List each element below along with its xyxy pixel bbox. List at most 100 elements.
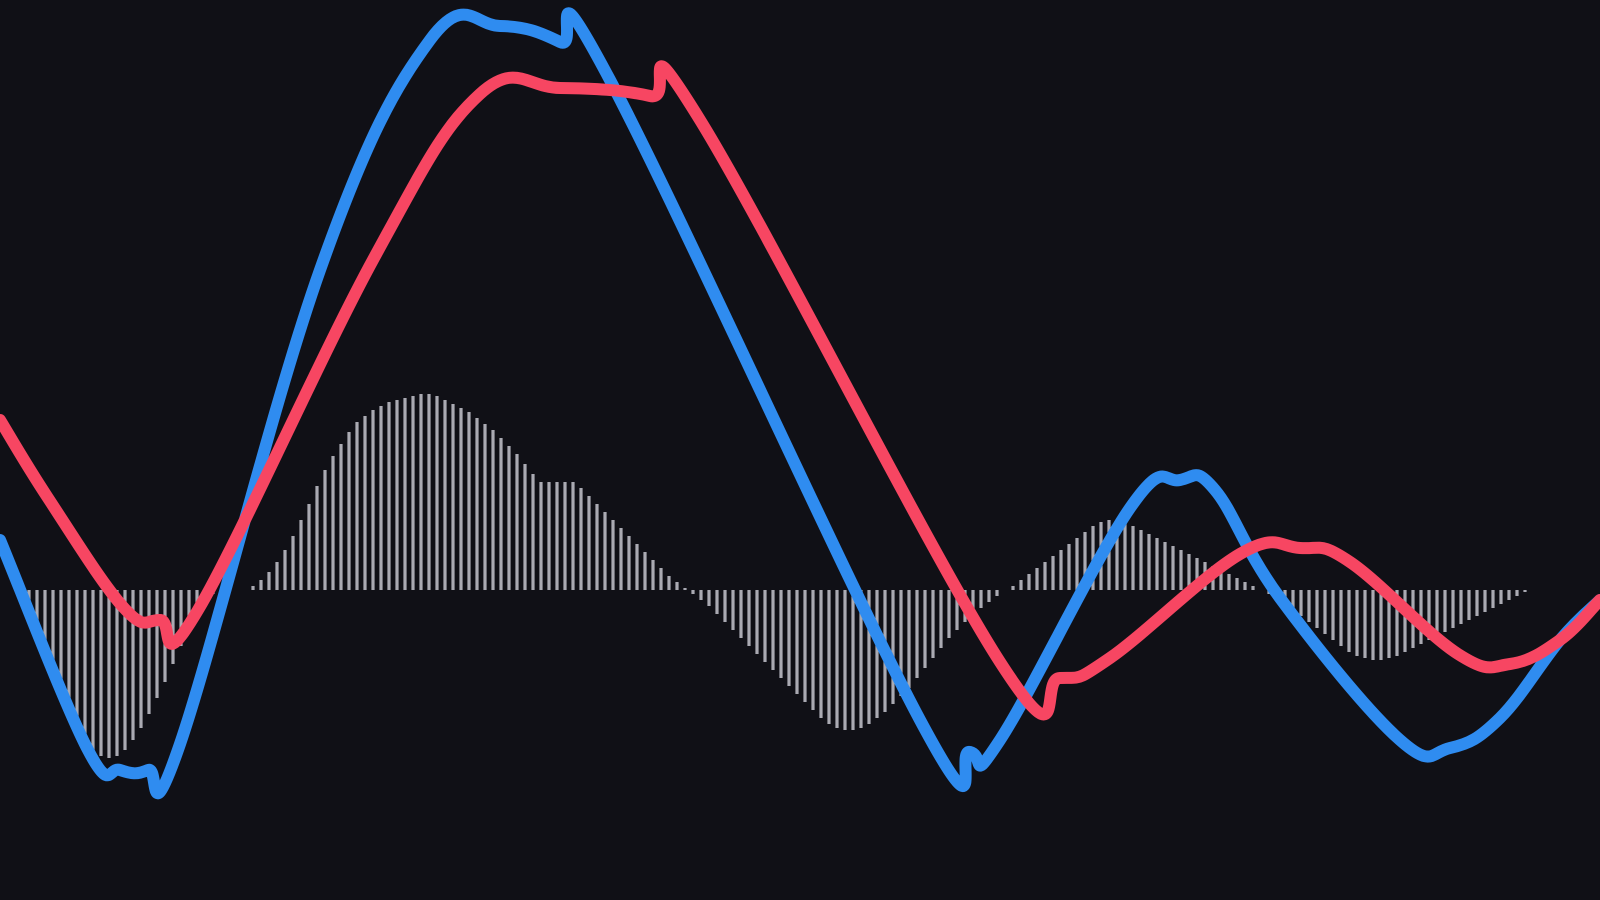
histogram-bar <box>1243 582 1246 590</box>
histogram-bar <box>1075 538 1078 590</box>
histogram-bar <box>1467 590 1470 620</box>
histogram-bar <box>683 588 686 590</box>
histogram-bar <box>843 590 846 730</box>
histogram-bar <box>1059 550 1062 590</box>
histogram-bar <box>827 590 830 724</box>
histogram-bar <box>1067 544 1070 590</box>
histogram-bar <box>411 396 414 590</box>
histogram-bar <box>723 590 726 622</box>
histogram-bar <box>1347 590 1350 652</box>
histogram-bar <box>1147 534 1150 590</box>
histogram-bar <box>1475 590 1478 616</box>
histogram-bar <box>1315 590 1318 628</box>
histogram-bar <box>379 406 382 590</box>
histogram-bar <box>475 418 478 590</box>
histogram-bar <box>779 590 782 678</box>
histogram-bar <box>707 590 710 606</box>
histogram-bar <box>731 590 734 630</box>
histogram-bar <box>907 590 910 688</box>
histogram-bar <box>987 590 990 602</box>
histogram-bar <box>1371 590 1374 660</box>
histogram-bar <box>699 590 702 600</box>
oscillator-chart <box>0 0 1600 900</box>
histogram-bar <box>1523 590 1526 592</box>
histogram-bar <box>611 520 614 590</box>
histogram-bar <box>395 400 398 590</box>
histogram-bar <box>291 536 294 590</box>
histogram-bar <box>1011 586 1014 590</box>
histogram-bar <box>603 512 606 590</box>
histogram-bar <box>419 394 422 590</box>
histogram-bar <box>1403 590 1406 652</box>
histogram-bar <box>1355 590 1358 656</box>
histogram-bar <box>587 496 590 590</box>
histogram-bar <box>1051 556 1054 590</box>
histogram-bar <box>835 590 838 728</box>
histogram-bar <box>107 590 110 758</box>
histogram-bar <box>795 590 798 694</box>
histogram-bar <box>259 580 262 590</box>
histogram-bar <box>595 504 598 590</box>
histogram-bar <box>467 412 470 590</box>
histogram-bar <box>851 590 854 730</box>
histogram-bar <box>643 552 646 590</box>
histogram-bar <box>315 486 318 590</box>
histogram-bar <box>1323 590 1326 634</box>
histogram-bar <box>1235 578 1238 590</box>
histogram-bar <box>515 454 518 590</box>
histogram-bar <box>1507 590 1510 600</box>
histogram-bar <box>771 590 774 670</box>
histogram-bar <box>659 568 662 590</box>
histogram-bar <box>267 572 270 590</box>
histogram-bar <box>275 562 278 590</box>
histogram-bar <box>571 482 574 590</box>
histogram-bar <box>83 590 86 744</box>
histogram-bar <box>507 446 510 590</box>
histogram-bar <box>547 482 550 590</box>
histogram-bar <box>763 590 766 662</box>
histogram-bar <box>1451 590 1454 628</box>
histogram-bar <box>387 402 390 590</box>
histogram-bar <box>1363 590 1366 658</box>
histogram-bar <box>931 590 934 658</box>
histogram-bar <box>635 544 638 590</box>
histogram-bar <box>1499 590 1502 604</box>
histogram-bar <box>443 400 446 590</box>
histogram-bar <box>667 576 670 590</box>
histogram-bar <box>451 404 454 590</box>
histogram-bar <box>1331 590 1334 640</box>
histogram-bar <box>891 590 894 704</box>
histogram-bar <box>651 560 654 590</box>
histogram-bar <box>787 590 790 686</box>
histogram-bar <box>1339 590 1342 646</box>
histogram-bar <box>979 590 982 608</box>
histogram-bar <box>939 590 942 648</box>
histogram-bar <box>1035 568 1038 590</box>
histogram-bar <box>323 470 326 590</box>
histogram-bar <box>915 590 918 678</box>
histogram-bar <box>1155 538 1158 590</box>
histogram-bar <box>491 430 494 590</box>
histogram-bar <box>363 416 366 590</box>
histogram-bar <box>1019 580 1022 590</box>
chart-background <box>0 0 1600 900</box>
histogram-bar <box>1459 590 1462 624</box>
histogram-bar <box>1515 590 1518 596</box>
histogram-bar <box>747 590 750 646</box>
histogram-bar <box>875 590 878 718</box>
histogram-bar <box>1179 550 1182 590</box>
histogram-bar <box>579 488 582 590</box>
histogram-bar <box>811 590 814 710</box>
histogram-bar <box>1163 542 1166 590</box>
histogram-bar <box>539 482 542 590</box>
histogram-bar <box>251 586 254 590</box>
histogram-bar <box>459 408 462 590</box>
histogram-bar <box>339 444 342 590</box>
histogram-bar <box>523 464 526 590</box>
histogram-bar <box>947 590 950 638</box>
histogram-bar <box>299 520 302 590</box>
histogram-bar <box>715 590 718 614</box>
histogram-bar <box>563 482 566 590</box>
histogram-bar <box>91 590 94 752</box>
histogram-bar <box>147 590 150 714</box>
